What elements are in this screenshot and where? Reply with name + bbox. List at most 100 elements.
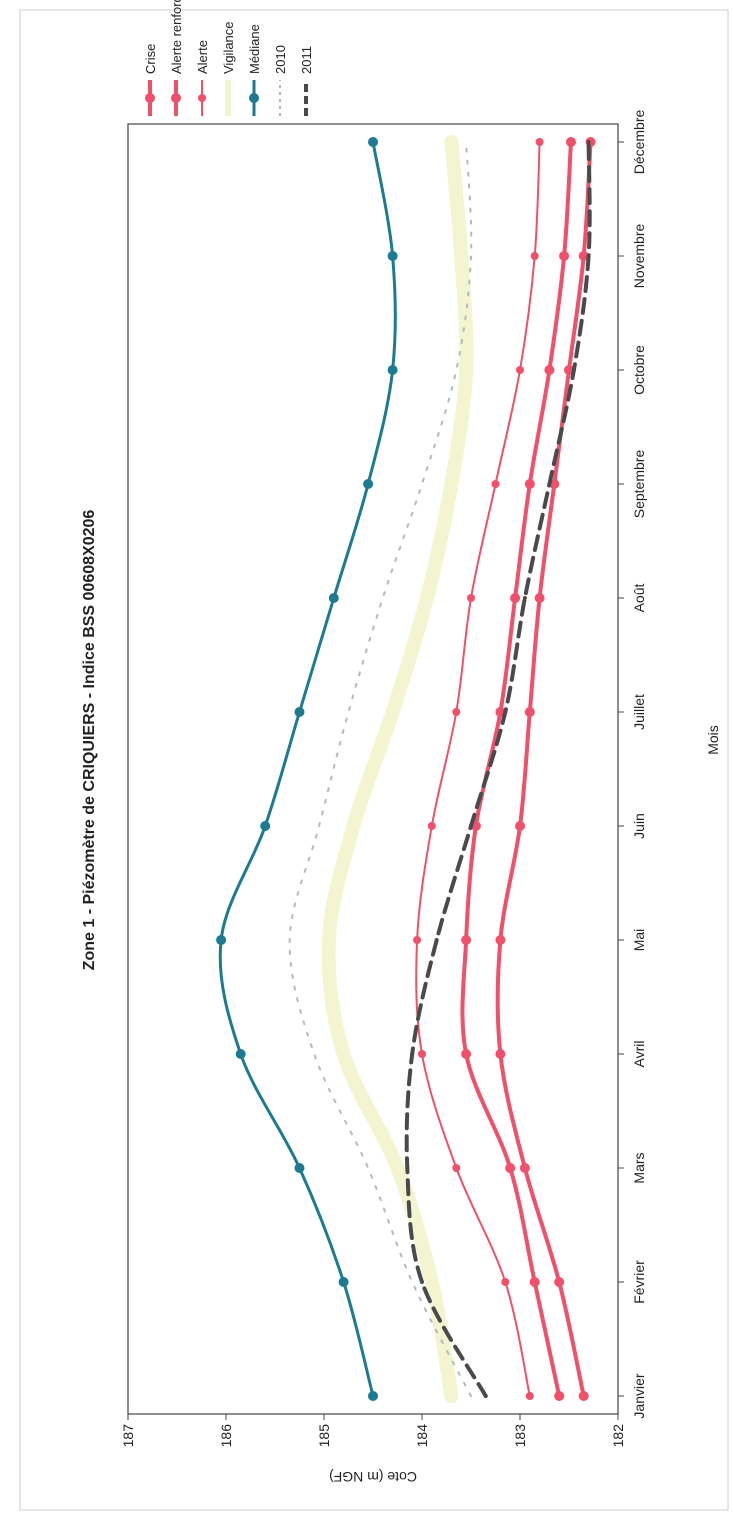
data-point-m-diane <box>328 593 339 603</box>
data-point-crise <box>578 1391 589 1401</box>
x-tick-label: Avril <box>631 1041 647 1068</box>
x-tick-label: Juin <box>631 813 647 839</box>
legend-label-m-diane: Médiane <box>247 24 262 74</box>
series-line-alerte-renforc-e <box>460 140 573 1398</box>
chart-title: Zone 1 - Piézomètre de CRIQUIERS - Indic… <box>81 510 98 971</box>
data-point-alerte-renforc-e <box>554 1391 565 1401</box>
data-point-alerte-renforc-e <box>524 479 535 489</box>
data-point-m-diane <box>294 707 305 717</box>
data-point-crise <box>519 1163 530 1173</box>
data-point-alerte <box>418 1050 426 1058</box>
data-point-m-diane <box>294 1163 305 1173</box>
data-point-alerte-renforc-e <box>565 137 576 147</box>
data-point-alerte <box>535 138 544 146</box>
data-point-m-diane <box>216 935 227 945</box>
data-point-alerte <box>413 936 422 944</box>
data-point-m-diane <box>363 479 374 489</box>
data-point-alerte-renforc-e <box>461 935 472 945</box>
data-point-alerte-renforc-e <box>510 593 521 603</box>
legend-label-vigilance: Vigilance <box>221 21 236 74</box>
x-tick-label: Mars <box>631 1152 647 1183</box>
data-point-m-diane <box>235 1049 246 1059</box>
y-axis-label: Cote (m NGF) <box>329 1469 417 1485</box>
data-point-alerte <box>516 366 524 374</box>
data-point-crise <box>495 1049 506 1059</box>
x-tick-label: Octobre <box>631 345 647 395</box>
data-point-alerte <box>452 708 461 716</box>
x-tick-label: Décembre <box>631 110 647 175</box>
data-point-2011 <box>503 710 508 714</box>
legend: Crise Alerte renforcée Alerte Vigilance Médi… <box>143 0 314 116</box>
data-point-2011 <box>434 938 439 942</box>
y-tick-label: 182 <box>610 1424 626 1448</box>
legend-label-2011: 2011 <box>299 46 314 74</box>
data-point-m-diane <box>368 137 378 147</box>
series-line-m-diane <box>218 140 397 1398</box>
data-point-crise <box>495 935 506 945</box>
data-point-m-diane <box>387 365 398 375</box>
legend-label-alerte-renforc-e: Alerte renforcée <box>169 0 184 74</box>
data-point-alerte <box>467 594 475 602</box>
legend-marker-2011 <box>304 96 308 100</box>
data-point-alerte <box>491 480 500 488</box>
y-tick-label: 185 <box>316 1424 332 1448</box>
x-tick-label: Mai <box>631 929 647 952</box>
legend-label-crise: Crise <box>143 44 158 74</box>
series-line-2010 <box>288 141 473 1397</box>
y-tick-label: 187 <box>120 1424 136 1448</box>
legend-marker-crise <box>145 93 155 103</box>
x-tick-label: Février <box>631 1260 647 1304</box>
x-tick-label: Août <box>631 583 647 612</box>
data-point-alerte-renforc-e <box>505 1163 516 1173</box>
y-axis: 182 183 184 185 186 187 <box>120 1414 626 1447</box>
plot-area <box>127 123 619 1415</box>
data-point-2011 <box>586 254 591 258</box>
data-point-2011 <box>522 596 527 600</box>
legend-label-alerte: Alerte <box>195 40 210 74</box>
x-tick-label: Septembre <box>631 450 647 519</box>
data-point-alerte-renforc-e <box>544 365 555 375</box>
data-point-alerte <box>427 822 436 830</box>
y-tick-label: 183 <box>512 1424 528 1448</box>
data-point-2011 <box>469 824 473 828</box>
data-point-m-diane <box>260 821 271 831</box>
data-point-crise <box>524 707 535 717</box>
data-point-2011 <box>405 1166 410 1170</box>
x-tick-label: Juillet <box>631 694 647 730</box>
x-axis-label: Mois <box>705 725 721 755</box>
data-point-2011 <box>547 482 552 486</box>
data-point-alerte <box>525 1392 534 1400</box>
data-point-crise <box>534 593 545 603</box>
page-border <box>19 9 729 1511</box>
data-point-2011 <box>586 140 591 144</box>
y-tick-label: 184 <box>414 1424 430 1448</box>
legend-marker-alerte <box>198 94 206 102</box>
data-point-alerte <box>452 1164 461 1172</box>
data-point-alerte <box>530 252 539 260</box>
legend-label-2010: 2010 <box>273 45 288 74</box>
rotated-chart: Zone 1 - Piézomètre de CRIQUIERS - Indic… <box>81 0 721 1485</box>
data-point-m-diane <box>368 1391 378 1401</box>
data-point-2011 <box>420 1280 424 1284</box>
x-tick-label: Janvier <box>631 1373 647 1418</box>
data-point-alerte <box>501 1278 510 1286</box>
data-point-2011 <box>410 1052 415 1056</box>
legend-marker-alerte-renforc-e <box>171 93 181 103</box>
series-line-2011 <box>404 140 592 1398</box>
y-tick-label: 186 <box>218 1424 234 1448</box>
x-axis: Janvier Février Mars Avril Mai Juin Juillet Aoû… <box>618 110 647 1419</box>
data-point-crise <box>554 1277 565 1287</box>
data-point-alerte-renforc-e <box>529 1277 540 1287</box>
x-tick-label: Novembre <box>631 224 647 289</box>
data-point-alerte-renforc-e <box>461 1049 472 1059</box>
data-point-crise <box>578 251 589 261</box>
data-point-m-diane <box>338 1277 349 1287</box>
data-point-crise <box>515 821 525 831</box>
data-point-alerte-renforc-e <box>559 251 570 261</box>
data-point-m-diane <box>387 251 398 261</box>
legend-marker-m-diane <box>249 93 259 103</box>
data-point-2011 <box>483 1394 488 1398</box>
series-line-vigilance <box>321 135 474 1403</box>
series-line-crise <box>495 140 593 1398</box>
